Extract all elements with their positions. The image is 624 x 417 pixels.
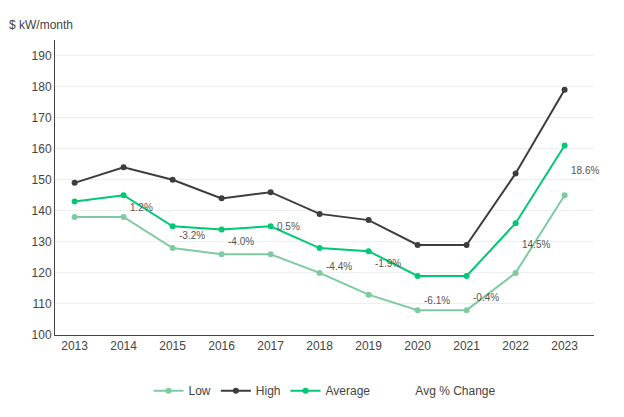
svg-text:-0.4%: -0.4% <box>473 292 499 303</box>
svg-text:2020: 2020 <box>404 339 431 353</box>
svg-text:1.2%: 1.2% <box>130 202 153 213</box>
svg-text:2021: 2021 <box>453 339 480 353</box>
svg-text:Average: Average <box>326 384 371 398</box>
svg-text:$ kW/month: $ kW/month <box>9 18 73 32</box>
svg-text:140: 140 <box>32 204 52 218</box>
svg-text:2023: 2023 <box>551 339 578 353</box>
svg-text:-4.4%: -4.4% <box>326 261 352 272</box>
svg-text:120: 120 <box>32 266 52 280</box>
svg-text:2017: 2017 <box>257 339 284 353</box>
svg-text:0.5%: 0.5% <box>277 221 300 232</box>
svg-text:14.5%: 14.5% <box>522 239 550 250</box>
svg-text:2015: 2015 <box>159 339 186 353</box>
svg-text:-6.1%: -6.1% <box>424 295 450 306</box>
svg-text:170: 170 <box>32 111 52 125</box>
svg-text:130: 130 <box>32 235 52 249</box>
svg-text:2014: 2014 <box>110 339 137 353</box>
svg-text:180: 180 <box>32 80 52 94</box>
svg-text:High: High <box>256 384 281 398</box>
svg-text:100: 100 <box>32 328 52 342</box>
svg-text:190: 190 <box>32 49 52 63</box>
svg-text:110: 110 <box>32 297 51 311</box>
svg-text:-3.2%: -3.2% <box>179 230 205 241</box>
svg-text:-4.0%: -4.0% <box>228 236 254 247</box>
svg-text:2013: 2013 <box>61 339 88 353</box>
svg-text:2016: 2016 <box>208 339 235 353</box>
svg-text:Low: Low <box>189 384 211 398</box>
svg-text:Avg % Change: Avg % Change <box>415 384 495 398</box>
svg-text:150: 150 <box>32 173 52 187</box>
svg-text:18.6%: 18.6% <box>571 165 599 176</box>
svg-text:2022: 2022 <box>502 339 529 353</box>
svg-text:-1.9%: -1.9% <box>375 258 401 269</box>
svg-text:160: 160 <box>32 142 52 156</box>
svg-text:2019: 2019 <box>355 339 382 353</box>
svg-text:2018: 2018 <box>306 339 333 353</box>
